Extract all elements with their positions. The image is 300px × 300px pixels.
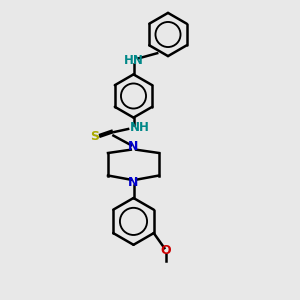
Text: S: S <box>90 130 99 143</box>
Text: O: O <box>160 244 171 257</box>
Text: N: N <box>128 140 139 154</box>
Text: N: N <box>128 176 139 189</box>
Text: HN: HN <box>124 53 143 67</box>
Text: NH: NH <box>130 121 150 134</box>
